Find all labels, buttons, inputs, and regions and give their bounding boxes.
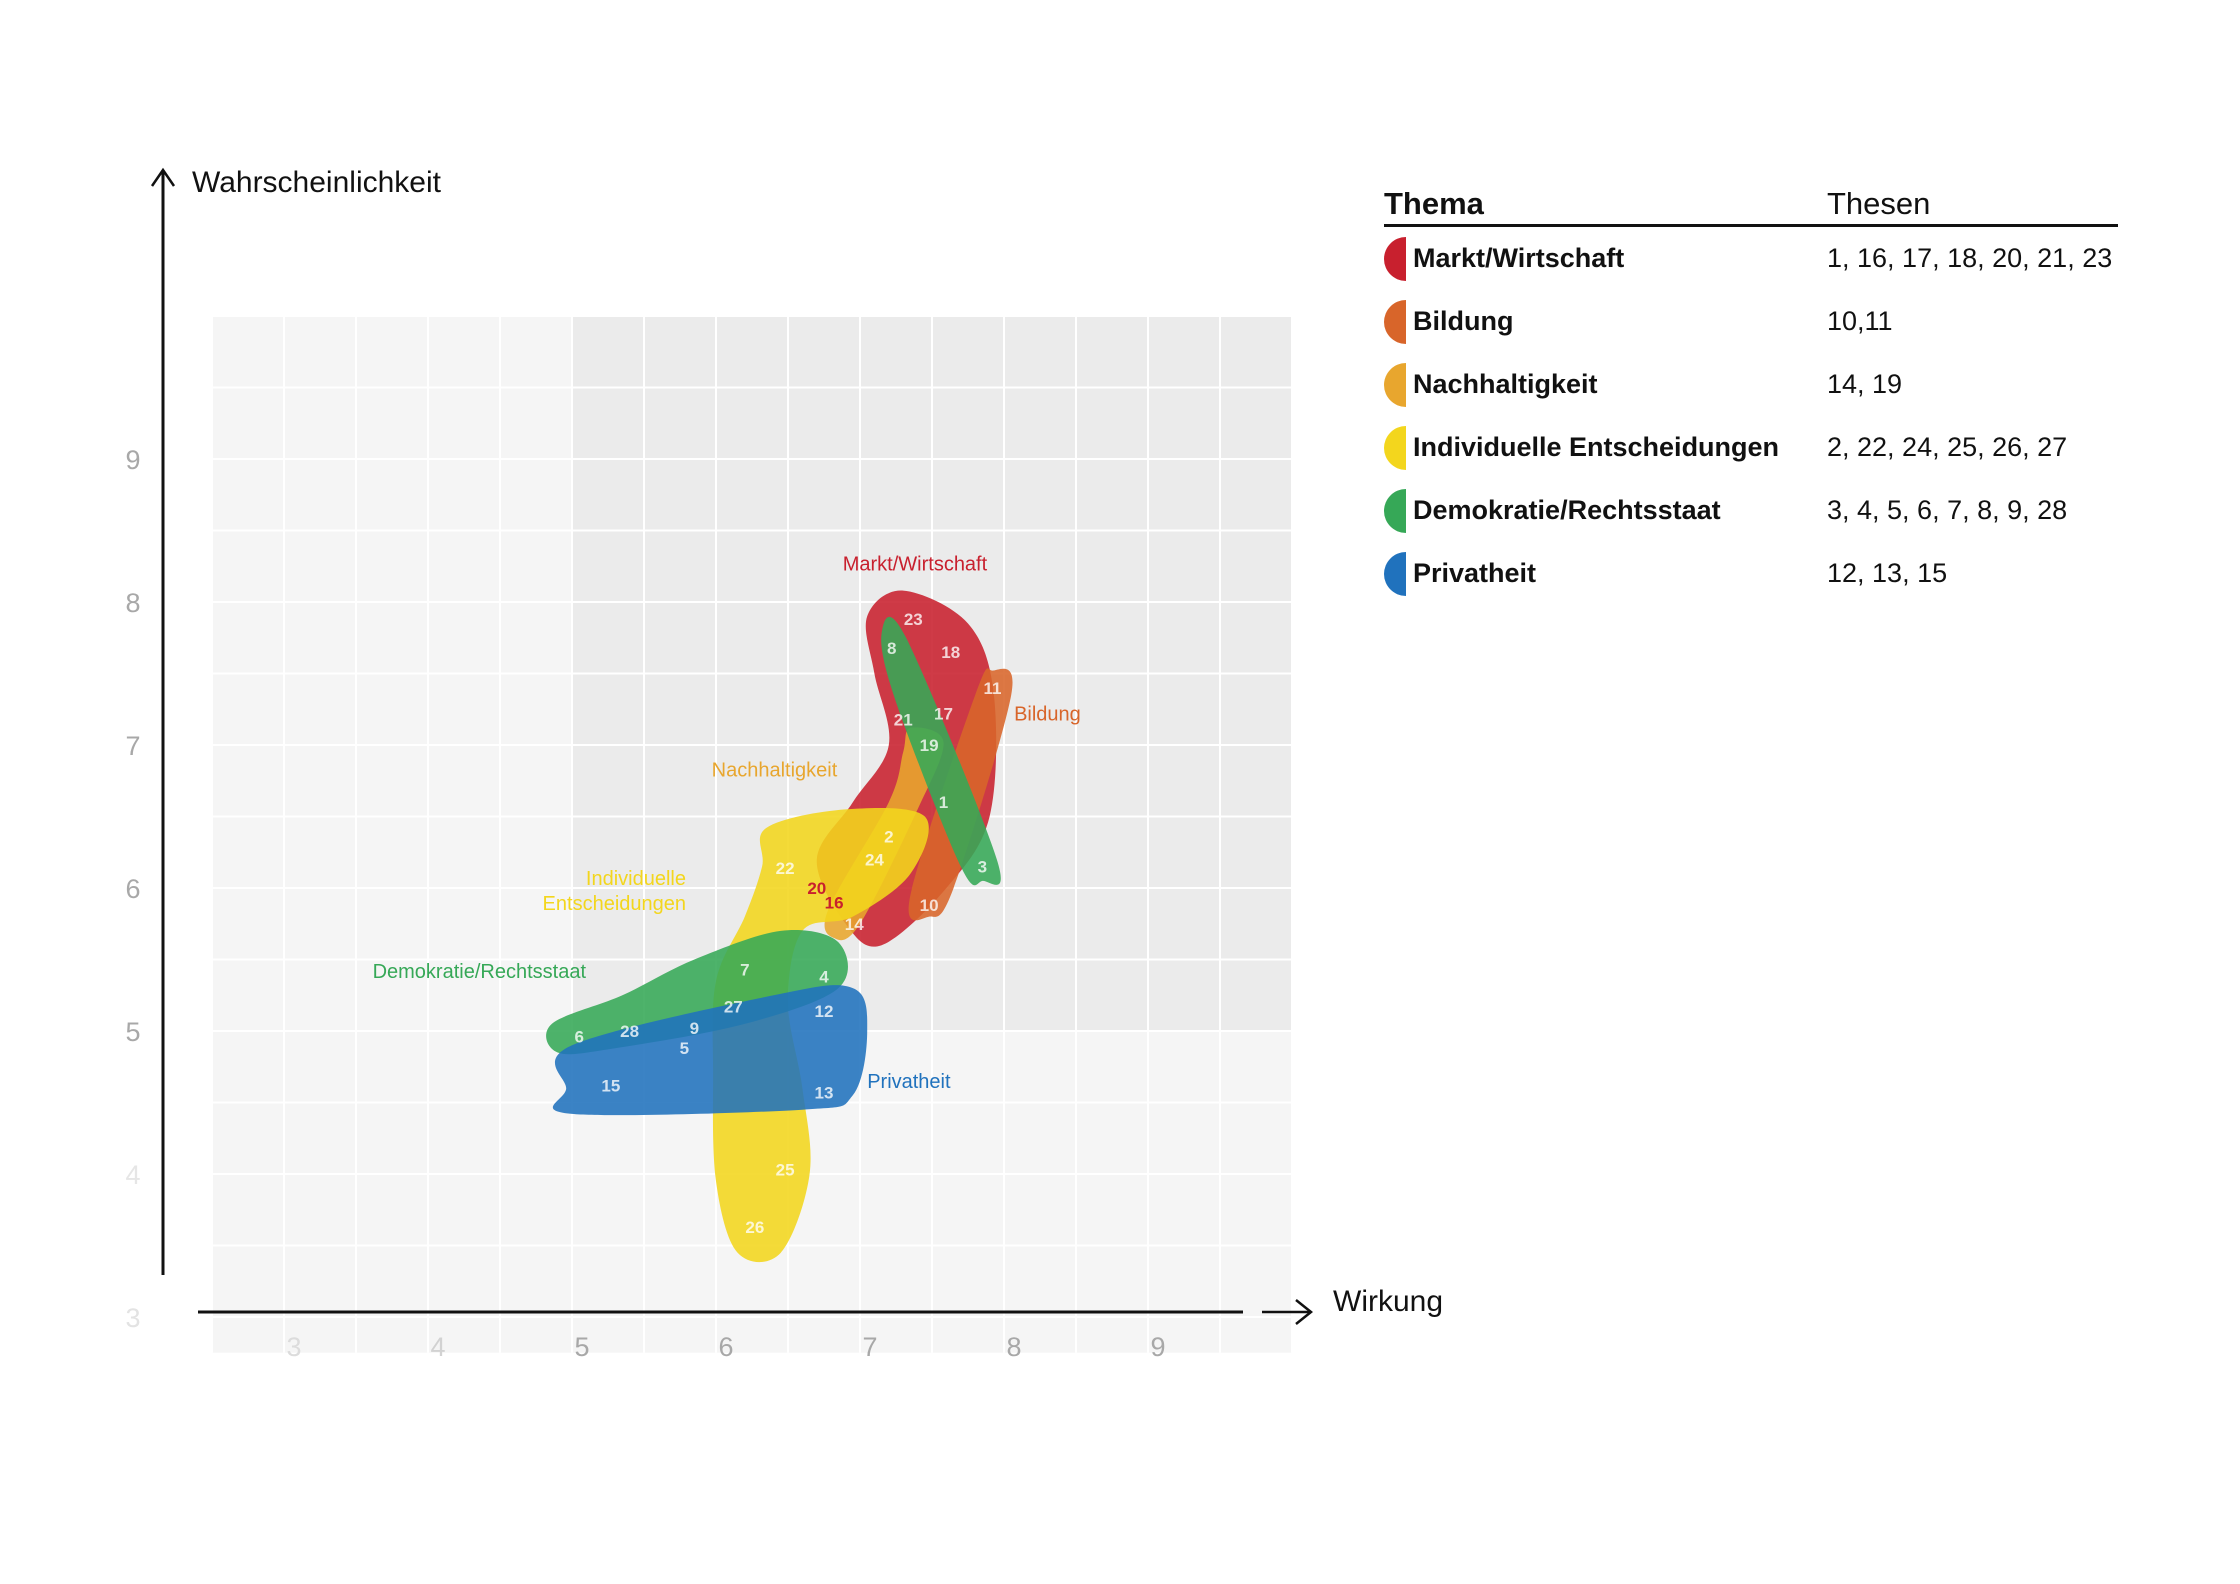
point-label: 1 xyxy=(939,793,948,812)
legend-row-demokratie: Demokratie/Rechtsstaat 3, 4, 5, 6, 7, 8,… xyxy=(1384,479,2118,542)
y-tick-label: 4 xyxy=(125,1160,140,1190)
point-label: 24 xyxy=(865,850,884,869)
cluster-shapes xyxy=(546,590,1013,1263)
legend-swatch xyxy=(1384,237,1406,281)
legend-row-nachhaltigkeit: Nachhaltigkeit 14, 19 xyxy=(1384,353,2118,416)
legend-header-topic: Thema xyxy=(1384,186,1484,221)
legend-row-bildung: Bildung 10,11 xyxy=(1384,290,2118,353)
cluster-demokratie-rechtsstaat-arm xyxy=(881,616,1001,886)
x-tick-label: 8 xyxy=(1006,1332,1021,1362)
legend-theses: 12, 13, 15 xyxy=(1827,558,1948,588)
point-label: 14 xyxy=(845,915,864,934)
x-tick-label: 3 xyxy=(286,1332,301,1362)
series-label: Privatheit xyxy=(867,1071,951,1093)
legend-theses: 1, 16, 17, 18, 20, 21, 23 xyxy=(1827,243,2113,273)
legend: Thema Thesen Markt/Wirtschaft 1, 16, 17,… xyxy=(1384,180,2118,605)
point-label: 25 xyxy=(776,1161,795,1180)
point-label: 28 xyxy=(620,1022,639,1041)
point-label: 5 xyxy=(680,1039,689,1058)
point-label: 11 xyxy=(983,679,1001,698)
series-label: Nachhaltigkeit xyxy=(712,759,838,781)
legend-topic: Demokratie/Rechtsstaat xyxy=(1413,495,1721,525)
legend-header-theses: Thesen xyxy=(1827,186,1931,221)
point-label: 19 xyxy=(920,736,939,755)
series-label: Markt/Wirtschaft xyxy=(843,554,988,576)
point-label: 4 xyxy=(819,968,829,987)
point-label: 18 xyxy=(941,643,960,662)
x-tick-label: 6 xyxy=(718,1332,733,1362)
legend-swatch xyxy=(1384,552,1406,596)
y-tick-label: 9 xyxy=(125,445,140,475)
x-tick-label: 9 xyxy=(1150,1332,1165,1362)
point-label: 2 xyxy=(884,828,893,847)
y-tick-label: 6 xyxy=(125,874,140,904)
legend-topic: Markt/Wirtschaft xyxy=(1413,243,1625,273)
point-label: 21 xyxy=(894,710,913,729)
point-label: 16 xyxy=(825,893,844,912)
legend-swatch xyxy=(1384,363,1406,407)
legend-theses: 2, 22, 24, 25, 26, 27 xyxy=(1827,432,2068,462)
y-tick-label: 3 xyxy=(125,1303,140,1333)
y-tick-label: 7 xyxy=(125,731,140,761)
point-label: 9 xyxy=(690,1019,699,1038)
legend-topic: Privatheit xyxy=(1413,558,1537,588)
x-axis-label: Wirkung xyxy=(1333,1285,1443,1318)
legend-topic: Individuelle Entscheidungen xyxy=(1413,432,1780,462)
legend-topic: Nachhaltigkeit xyxy=(1413,369,1598,399)
x-tick-label: 7 xyxy=(862,1332,877,1362)
legend-swatch xyxy=(1384,426,1406,470)
legend-swatch xyxy=(1384,300,1406,344)
y-tick-label: 5 xyxy=(125,1017,140,1047)
legend-row-privatheit: Privatheit 12, 13, 15 xyxy=(1384,542,2118,605)
point-label: 20 xyxy=(807,879,826,898)
point-label: 17 xyxy=(934,705,953,724)
point-label: 12 xyxy=(815,1002,834,1021)
point-label: 13 xyxy=(815,1083,834,1102)
legend-header: Thema Thesen xyxy=(1384,180,2118,227)
legend-row-markt: Markt/Wirtschaft 1, 16, 17, 18, 20, 21, … xyxy=(1384,227,2118,290)
y-axis-label: Wahrscheinlichkeit xyxy=(192,166,442,199)
series-labels: Markt/Wirtschaft Bildung Nachhaltigkeit Ind… xyxy=(373,554,1081,1094)
legend-theses: 10,11 xyxy=(1827,306,1893,336)
point-label: 22 xyxy=(776,859,795,878)
point-label: 7 xyxy=(740,961,749,980)
cluster-individuelle-entscheidungen xyxy=(712,807,929,1263)
series-label: Demokratie/Rechtsstaat xyxy=(373,961,587,983)
point-label: 26 xyxy=(745,1218,764,1237)
x-tick-label: 5 xyxy=(574,1332,589,1362)
legend-theses: 3, 4, 5, 6, 7, 8, 9, 28 xyxy=(1827,495,2068,525)
point-label: 10 xyxy=(920,896,939,915)
series-label: Bildung xyxy=(1014,704,1081,726)
cluster-privatheit xyxy=(552,985,868,1116)
point-label: 23 xyxy=(904,610,923,629)
series-label: Entscheidungen xyxy=(543,893,686,915)
y-axis-arrow xyxy=(150,167,176,187)
cluster-demokratie-rechtsstaat xyxy=(546,930,848,1055)
legend-row-individuelle: Individuelle Entscheidungen 2, 22, 24, 2… xyxy=(1384,416,2118,479)
legend-theses: 14, 19 xyxy=(1827,369,1903,399)
legend-topic: Bildung xyxy=(1413,306,1514,336)
x-axis-arrow xyxy=(1295,1299,1314,1325)
point-label: 8 xyxy=(887,639,896,658)
point-label: 15 xyxy=(601,1076,620,1095)
y-tick-label: 8 xyxy=(125,588,140,618)
series-label: Individuelle xyxy=(586,868,686,890)
point-label: 3 xyxy=(978,858,987,877)
x-tick-label: 4 xyxy=(430,1332,445,1362)
axes: Wahrscheinlichkeit Wirkung 3 4 5 6 7 8 9 3 4 5 6 7 8 9 xyxy=(125,166,1443,1362)
legend-swatch xyxy=(1384,489,1406,533)
point-label: 6 xyxy=(574,1028,583,1047)
point-label: 27 xyxy=(724,998,743,1017)
